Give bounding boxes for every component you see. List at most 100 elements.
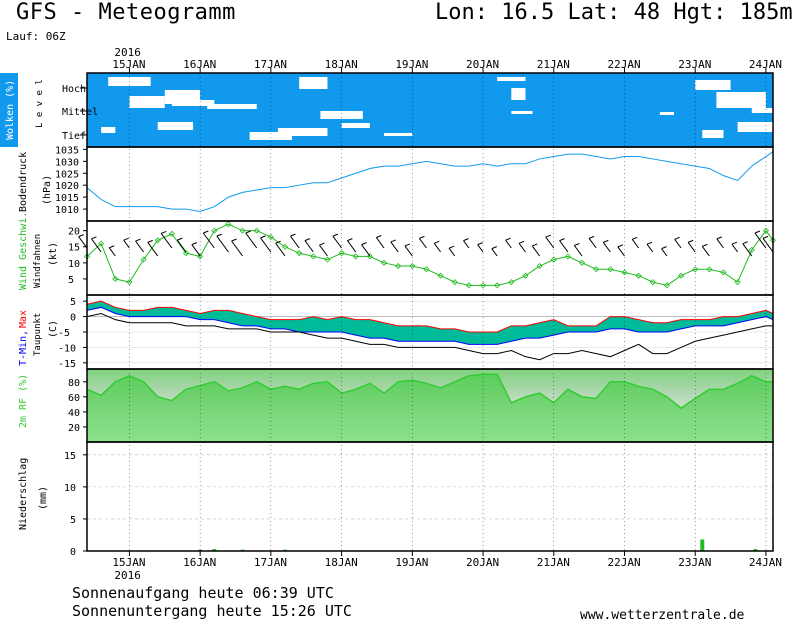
humidity-tick-label: 20 <box>68 423 80 434</box>
wind-point <box>126 279 133 286</box>
wind-point <box>536 262 543 270</box>
wind-barb <box>191 244 201 257</box>
cloud-cover-mark <box>751 108 773 113</box>
wind-point <box>720 269 727 276</box>
wind-barb <box>545 236 555 249</box>
wind-barb <box>617 246 625 257</box>
wind-barb-flag <box>661 246 667 250</box>
wind-barb-flag <box>742 241 748 245</box>
humidity-series-line <box>86 373 773 410</box>
pressure-unit-label: (hPa) <box>42 175 53 205</box>
tmin-series-line <box>86 306 774 345</box>
wind-barb-flag <box>491 246 497 250</box>
bottom-date-label: 21JAN <box>537 556 570 569</box>
cloud-level-tick-label: Tief <box>62 131 86 142</box>
precipitation-tick-label: 15 <box>64 451 76 462</box>
wind-barb-flag <box>448 245 455 249</box>
precipitation-bar <box>753 549 758 551</box>
wind-barb <box>290 235 300 249</box>
precipitation-bar <box>212 549 217 551</box>
pressure-tick-label: 1015 <box>55 193 79 204</box>
bottom-date-label: 24JAN <box>749 556 782 569</box>
wind-barb <box>78 236 88 249</box>
wind-point <box>607 266 614 273</box>
wind-point <box>168 230 175 237</box>
wind-barb <box>701 246 710 257</box>
bottom-date-label: 20JAN <box>466 556 499 569</box>
wind-tick-label: 15 <box>68 243 80 254</box>
cloud-level-tick-label: Hoch <box>62 84 86 95</box>
wind-barb <box>135 240 144 253</box>
wind-barb-flag <box>290 233 296 237</box>
wind-barb <box>646 243 654 253</box>
wind-barb <box>390 241 399 253</box>
precipitation-unit-label: (mm) <box>38 486 49 510</box>
wind-barb-flag <box>434 240 440 244</box>
clouds-background <box>87 73 773 147</box>
precipitation-tick-label: 10 <box>64 483 76 494</box>
temperature-tick-label: -5 <box>58 328 70 339</box>
precipitation-axis-label: Niederschlag <box>18 458 29 530</box>
cloud-cover-mark <box>702 130 724 138</box>
pressure-tick-label: 1025 <box>55 169 79 180</box>
cloud-cover-mark <box>101 127 116 133</box>
wind-barb-flag <box>687 239 694 243</box>
wind-barb-flag <box>731 241 738 245</box>
wind-barb-flag <box>754 230 761 234</box>
wind-barb-flag <box>161 230 167 234</box>
wind-point <box>564 253 571 260</box>
cloud-cover-mark <box>157 122 194 130</box>
wind-point <box>734 279 741 286</box>
wind-point <box>296 250 303 257</box>
humidity-tick-label: 60 <box>68 393 80 404</box>
cloud-cover-mark <box>659 112 674 115</box>
wind-point <box>409 262 416 270</box>
cloud-cover-mark <box>277 128 328 136</box>
wind-point <box>395 262 402 270</box>
sunset-text: Sonnenuntergang heute 15:26 UTC <box>72 602 352 620</box>
wind-point <box>762 227 769 234</box>
wind-barb <box>531 245 541 257</box>
humidity-tick-label: 80 <box>68 378 80 389</box>
wind-barb <box>573 245 583 257</box>
panel-frame <box>86 220 774 296</box>
cloud-cover-mark <box>299 77 328 89</box>
wind-point <box>267 234 274 241</box>
cloud-cover-mark <box>511 111 533 114</box>
clouds-label-box <box>0 73 18 147</box>
wind-barb-flag <box>361 242 367 246</box>
wind-barb <box>463 240 470 249</box>
panel-frame <box>86 441 774 552</box>
wind-series-line <box>86 223 774 286</box>
temperature-range-band <box>87 301 773 345</box>
wind-barb-flag <box>532 243 538 247</box>
wind-barb <box>716 238 724 249</box>
wind-barb <box>602 242 611 253</box>
wind-barb-flag <box>404 243 411 247</box>
wind-barb-flag <box>376 235 382 238</box>
wind-point <box>352 253 359 260</box>
wind-point <box>522 272 529 279</box>
wind-barb-flag <box>332 233 339 237</box>
top-year-label: 2016 <box>114 46 140 59</box>
wind-point <box>649 279 656 286</box>
wind-point <box>593 266 600 273</box>
top-date-label: 16JAN <box>183 58 216 71</box>
wind-point <box>83 253 91 260</box>
pressure-tick-label: 1030 <box>55 157 79 168</box>
wind-point <box>310 253 317 260</box>
wind-barb-flag <box>463 238 469 242</box>
wind-barb-flag <box>674 236 680 240</box>
top-date-label: 17JAN <box>254 58 287 71</box>
wind-point <box>98 240 105 247</box>
wind-barb-flag <box>716 236 722 240</box>
wind-barb <box>505 239 512 249</box>
wind-barb <box>477 244 484 253</box>
wind-barb <box>332 235 343 249</box>
source-url: www.wetterzentrale.de <box>580 608 745 623</box>
wind-barb <box>404 245 413 257</box>
precipitation-tick-label: 5 <box>70 515 76 526</box>
wind-barb <box>147 242 159 257</box>
bottom-date-label: 15JAN <box>112 556 145 569</box>
